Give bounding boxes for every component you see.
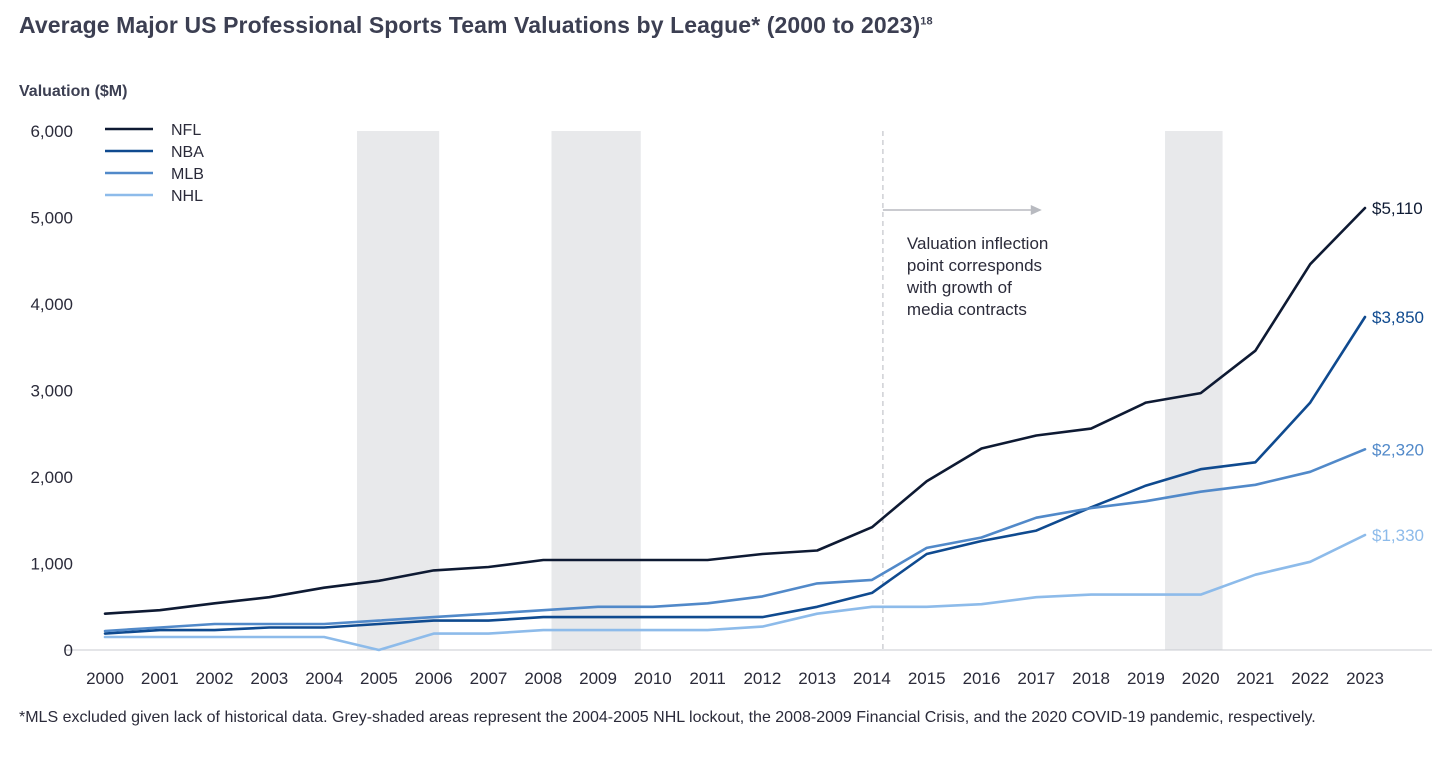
annotation-text-line: with growth of — [906, 278, 1012, 297]
y-tick-label: 2,000 — [30, 468, 73, 487]
x-tick-label: 2022 — [1291, 669, 1329, 688]
end-label-nfl: $5,110 — [1372, 199, 1423, 218]
end-label-nhl: $1,330 — [1372, 526, 1424, 545]
legend-label-nfl: NFL — [171, 122, 201, 139]
y-tick-label: 4,000 — [30, 295, 73, 314]
y-axis-label: Valuation ($M) — [19, 83, 128, 100]
annotation-text-line: point corresponds — [907, 256, 1042, 275]
legend-label-nba: NBA — [171, 144, 204, 161]
x-tick-label: 2003 — [250, 669, 288, 688]
x-tick-label: 2021 — [1237, 669, 1275, 688]
x-tick-label: 2017 — [1017, 669, 1055, 688]
series-line-nba — [103, 315, 1367, 635]
series-line-nhl — [103, 533, 1367, 652]
x-tick-label: 2009 — [579, 669, 617, 688]
x-tick-label: 2015 — [908, 669, 946, 688]
x-tick-label: 2011 — [689, 669, 726, 688]
x-tick-label: 2005 — [360, 669, 398, 688]
y-tick-label: 3,000 — [30, 382, 73, 401]
x-tick-label: 2020 — [1182, 669, 1220, 688]
x-tick-label: 2013 — [798, 669, 836, 688]
legend-label-nhl: NHL — [171, 188, 203, 205]
footnote: *MLS excluded given lack of historical d… — [19, 709, 1316, 726]
shaded-period-1 — [357, 131, 440, 650]
x-tick-label: 2014 — [853, 669, 891, 688]
annotation-text-line: media contracts — [907, 300, 1027, 319]
x-tick-label: 2008 — [524, 669, 562, 688]
x-tick-label: 2018 — [1072, 669, 1110, 688]
y-tick-label: 6,000 — [30, 122, 73, 141]
x-tick-label: 2002 — [196, 669, 234, 688]
x-tick-label: 2001 — [141, 669, 179, 688]
annotation-text-line: Valuation inflection — [907, 234, 1048, 253]
title-footnote-ref: 18 — [920, 15, 933, 28]
legend-label-mlb: MLB — [171, 166, 204, 183]
x-tick-label: 2023 — [1346, 669, 1384, 688]
line-chart: Valuation inflection point corresponds wit… — [30, 122, 1432, 688]
x-tick-label: 2006 — [415, 669, 453, 688]
x-tick-label: 2019 — [1127, 669, 1165, 688]
y-tick-label: 1,000 — [30, 555, 73, 574]
chart-title: Average Major US Professional Sports Tea… — [19, 12, 933, 38]
x-tick-label: 2007 — [470, 669, 508, 688]
shaded-period-2 — [551, 131, 641, 650]
y-tick-label: 5,000 — [30, 209, 73, 228]
x-tick-label: 2012 — [743, 669, 781, 688]
shaded-period-3 — [1165, 131, 1223, 650]
x-tick-label: 2000 — [86, 669, 124, 688]
x-tick-label: 2010 — [634, 669, 672, 688]
series-line-mlb — [103, 447, 1367, 633]
end-label-mlb: $2,320 — [1372, 440, 1424, 459]
x-tick-label: 2016 — [963, 669, 1001, 688]
annotation-arrowhead — [1030, 205, 1042, 215]
series-line-nfl — [103, 206, 1367, 616]
end-label-nba: $3,850 — [1372, 308, 1424, 327]
y-tick-label: 0 — [64, 641, 73, 660]
x-tick-label: 2004 — [305, 669, 343, 688]
